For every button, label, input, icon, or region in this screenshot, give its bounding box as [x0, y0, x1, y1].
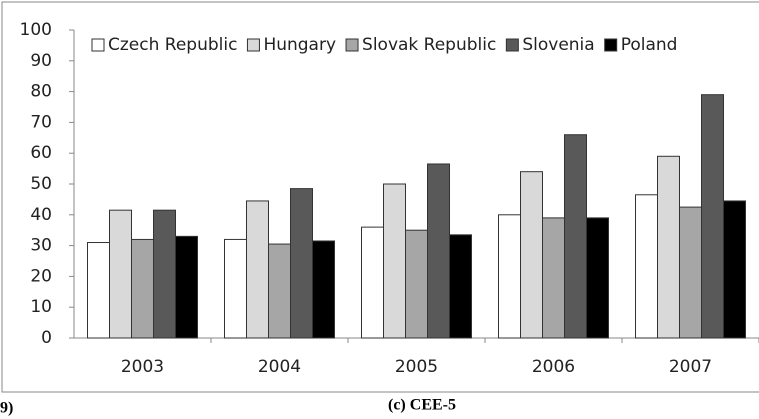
- x-tick-label: 2003: [121, 357, 164, 377]
- chart-frame: [1, 1, 759, 393]
- bar: [290, 188, 313, 339]
- bar: [175, 235, 198, 339]
- bar: [449, 234, 472, 339]
- x-tick-label: 2006: [532, 357, 575, 377]
- legend-swatch: [91, 38, 105, 52]
- y-tick-label: 40: [30, 205, 52, 225]
- y-tick-label: 60: [30, 143, 52, 163]
- legend-swatch: [505, 38, 519, 52]
- bar: [520, 171, 543, 339]
- bar: [701, 94, 724, 339]
- bar: [679, 206, 702, 339]
- caption-fragment: 9): [0, 400, 13, 417]
- bar: [268, 243, 291, 339]
- bar: [246, 200, 269, 339]
- bar: [723, 200, 746, 339]
- legend-label: Poland: [621, 35, 678, 55]
- y-tick-label: 90: [30, 51, 52, 71]
- legend-label: Czech Republic: [108, 35, 237, 55]
- bar: [131, 238, 154, 339]
- bar: [586, 217, 609, 339]
- bar: [361, 226, 384, 339]
- bar: [498, 214, 521, 339]
- bar: [657, 155, 680, 339]
- y-tick-label: 20: [30, 266, 52, 286]
- legend-label: Hungary: [263, 35, 336, 55]
- y-tick-label: 70: [30, 112, 52, 132]
- bar: [87, 242, 110, 339]
- y-tick-label: 100: [20, 20, 52, 40]
- y-tick-label: 30: [30, 236, 52, 256]
- bar: [153, 209, 176, 339]
- y-tick-label: 50: [30, 174, 52, 194]
- bar: [635, 194, 658, 339]
- y-tick-label: 10: [30, 297, 52, 317]
- legend-label: Slovenia: [522, 35, 594, 55]
- legend-label: Slovak Republic: [362, 35, 496, 55]
- legend-swatch: [246, 38, 260, 52]
- bar: [427, 163, 450, 339]
- y-tick-label: 0: [41, 328, 52, 348]
- bar: [312, 240, 335, 339]
- bar: [224, 238, 247, 339]
- x-tick-label: 2007: [669, 357, 712, 377]
- bar: [564, 134, 587, 339]
- legend-swatch: [604, 38, 618, 52]
- x-tick-label: 2004: [258, 357, 301, 377]
- y-tick-label: 80: [30, 82, 52, 102]
- bar: [542, 217, 565, 339]
- caption: (c) CEE-5: [388, 397, 456, 414]
- legend-swatch: [345, 38, 359, 52]
- x-tick-label: 2005: [395, 357, 438, 377]
- bar: [383, 183, 406, 339]
- bar: [109, 209, 132, 339]
- bar: [405, 229, 428, 339]
